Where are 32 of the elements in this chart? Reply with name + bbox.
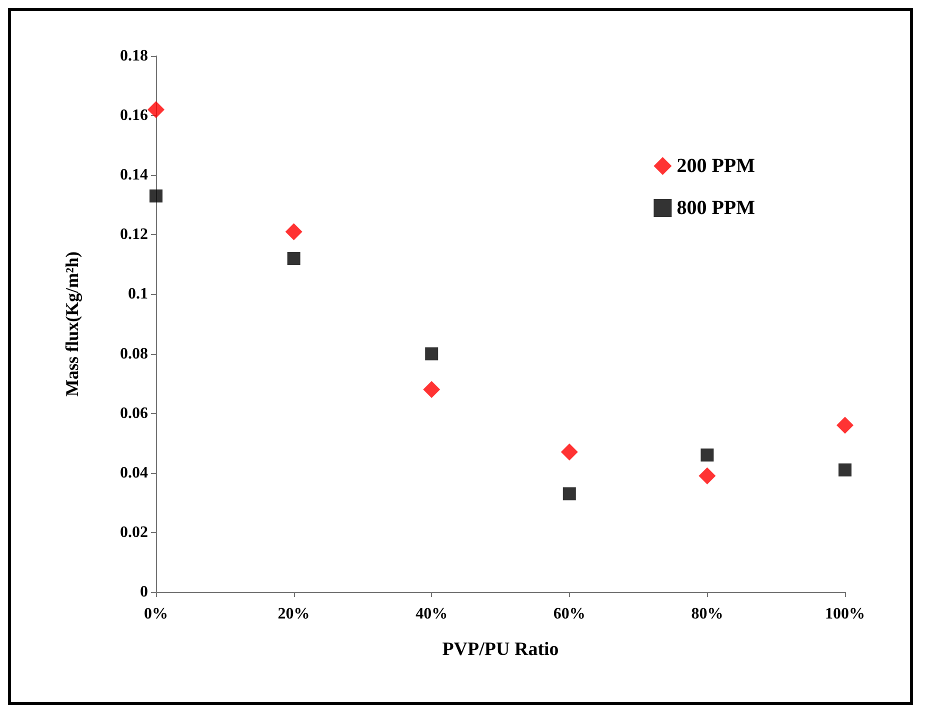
- y-tick-label: 0.08: [120, 345, 148, 362]
- x-tick-label: 20%: [278, 606, 310, 622]
- x-tick-label: 0%: [144, 606, 168, 622]
- x-tick-label: 40%: [416, 606, 448, 622]
- point: [425, 347, 438, 360]
- point: [700, 448, 714, 462]
- y-tick-label: 0: [140, 584, 148, 600]
- y-tick-label: 0.1: [128, 286, 148, 303]
- point: [148, 101, 164, 118]
- y-axis-title: Mass flux(Kg/m²h): [62, 252, 82, 396]
- x-tick-label: 80%: [691, 606, 724, 622]
- x-tick-label: 100%: [825, 606, 865, 622]
- y-tick-label: 0.04: [120, 464, 148, 482]
- x-tick-label: 60%: [553, 606, 586, 622]
- point: [287, 252, 300, 265]
- point: [285, 223, 302, 240]
- point: [838, 463, 852, 476]
- y-tick-label: 0.18: [120, 48, 148, 64]
- point: [423, 381, 440, 398]
- y-tick-label: 0.06: [120, 404, 148, 422]
- point: [562, 487, 576, 500]
- y-tick-label: 0.14: [120, 166, 148, 184]
- legend-label: 200 PPM: [676, 155, 756, 177]
- legend-label: 800 PPM: [676, 197, 756, 219]
- point: [560, 444, 578, 461]
- point: [836, 416, 854, 434]
- y-tick-label: 0.16: [120, 107, 148, 124]
- x-axis-title: PVP/PU Ratio: [442, 639, 559, 660]
- point: [698, 467, 716, 484]
- y-tick-label: 0.02: [120, 524, 148, 541]
- y-tick-label: 0.12: [120, 226, 148, 244]
- point: [150, 189, 162, 202]
